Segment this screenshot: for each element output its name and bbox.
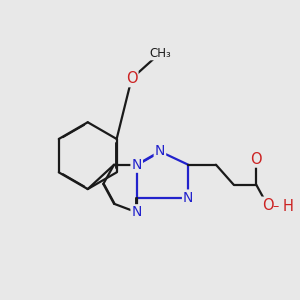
Text: –: – — [272, 200, 278, 213]
Text: H: H — [283, 199, 294, 214]
Text: O: O — [126, 71, 137, 86]
Text: O: O — [262, 198, 273, 213]
Text: N: N — [131, 205, 142, 219]
Text: N: N — [131, 158, 142, 172]
Text: CH₃: CH₃ — [149, 47, 171, 60]
Text: N: N — [183, 190, 194, 205]
Text: N: N — [155, 144, 165, 158]
Text: O: O — [250, 152, 262, 166]
